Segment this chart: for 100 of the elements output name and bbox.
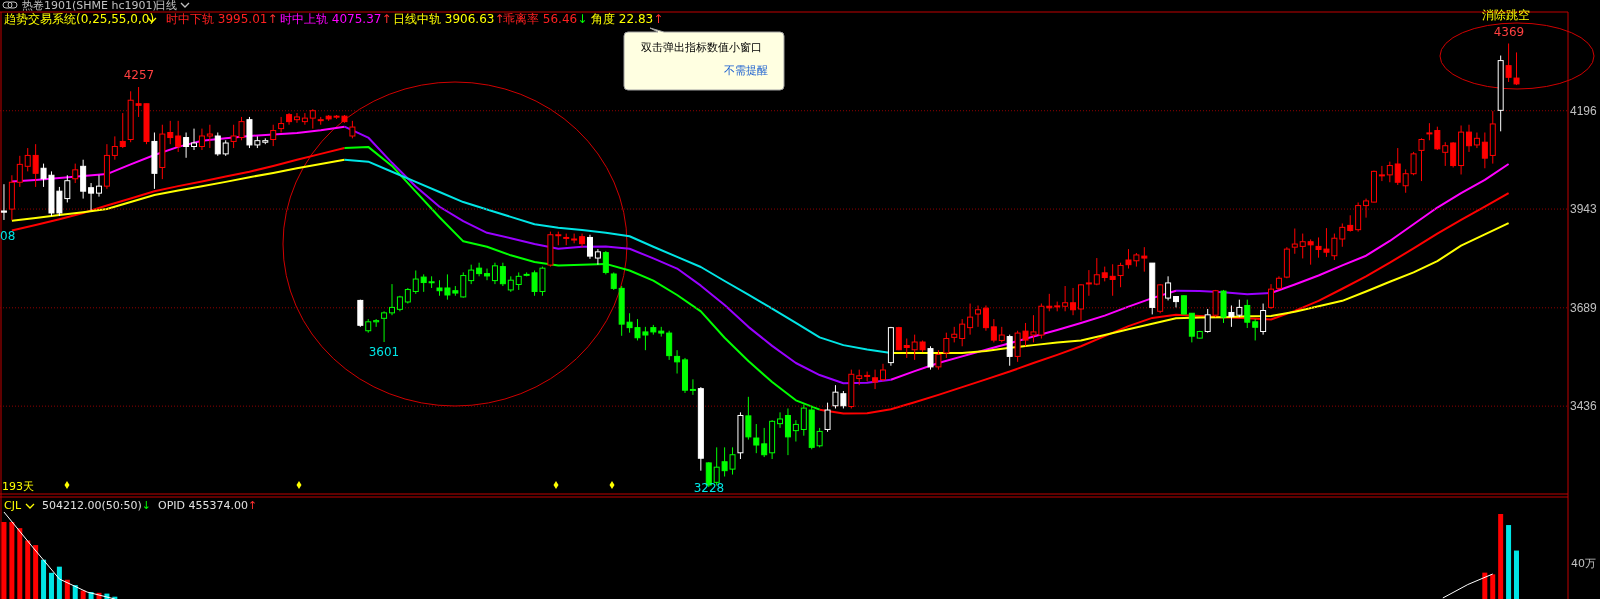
candlestick [499, 262, 506, 287]
candlestick [0, 183, 7, 221]
candlestick [959, 318, 966, 347]
candlestick [1188, 312, 1195, 343]
candlestick [278, 116, 285, 133]
bar [64, 579, 70, 599]
annotation: 不需提醒 [724, 64, 768, 77]
candlestick [381, 310, 388, 343]
candlestick [72, 163, 79, 184]
candlestick [270, 124, 277, 147]
candlestick [468, 264, 475, 285]
y-tick-label: 4196 [1570, 103, 1598, 118]
candlestick [167, 120, 174, 145]
bar [1490, 574, 1496, 599]
candlestick [1386, 161, 1393, 183]
candlestick [586, 234, 593, 260]
candlestick [761, 427, 768, 458]
candlestick [1291, 228, 1298, 255]
candlestick [792, 419, 799, 443]
candlestick [1378, 165, 1385, 182]
candlestick [1268, 283, 1275, 310]
candlestick [1252, 318, 1259, 341]
bar [1, 522, 7, 599]
candlestick [927, 345, 934, 371]
candlestick [777, 411, 784, 429]
candlestick [689, 378, 696, 396]
text: OPID 455374.00↑ [158, 499, 258, 512]
y-tick-label: 3436 [1570, 399, 1598, 414]
candlestick [784, 407, 791, 456]
candlestick [571, 233, 578, 244]
candlestick [293, 112, 300, 124]
candlestick [594, 248, 601, 266]
text: 40万 [1571, 557, 1596, 570]
candlestick [119, 112, 126, 149]
bar [1506, 525, 1512, 599]
candlestick [975, 304, 982, 328]
candlestick [1418, 137, 1425, 182]
candlestick [990, 318, 997, 343]
candlestick [1062, 285, 1069, 312]
bar [56, 566, 62, 599]
chart-title: 热卷1901(SHME hc1901) [22, 0, 157, 12]
bar [33, 545, 39, 599]
annotation: 趋势交易系统(0,25,55,0,0) [4, 12, 155, 26]
candlestick [491, 262, 498, 285]
bar [80, 590, 86, 599]
candlestick [1085, 269, 1092, 297]
candlestick [1093, 257, 1100, 286]
candlestick [476, 262, 483, 277]
candlestick [1180, 294, 1187, 315]
candlestick [16, 155, 23, 188]
candlestick [666, 330, 673, 361]
candlestick [1244, 299, 1251, 329]
bar [1513, 550, 1519, 599]
y-tick-label: 3689 [1570, 301, 1598, 316]
bar [25, 540, 31, 599]
annotation: 乖离率 56.46↓ [503, 12, 588, 26]
annotation: 双击弹出指标数值小窗口 [641, 41, 762, 54]
candlestick [935, 349, 942, 371]
candlestick [1070, 287, 1077, 316]
candlestick [943, 332, 950, 359]
candlestick [1481, 132, 1488, 169]
bar [17, 528, 23, 599]
candlestick [198, 128, 205, 151]
candlestick [1466, 124, 1473, 153]
candlestick [1117, 262, 1124, 288]
candlestick [111, 135, 118, 161]
candlestick [872, 369, 879, 390]
candlestick [1165, 275, 1172, 301]
candlestick [95, 174, 102, 198]
candlestick [484, 268, 491, 281]
candlestick [214, 132, 221, 157]
annotation: 3228 [693, 481, 725, 495]
annotation: CJL [4, 499, 22, 512]
annotation: 3601 [368, 345, 400, 359]
candlestick [1173, 296, 1179, 308]
bar [9, 522, 15, 599]
bar [1498, 514, 1504, 599]
candlestick [88, 182, 95, 211]
candlestick [1006, 334, 1013, 367]
candlestick [1363, 198, 1370, 219]
candlestick [674, 349, 681, 374]
annotation: 角度 22.83↑ [591, 12, 664, 26]
y-tick-label: 3943 [1570, 202, 1598, 217]
candlestick [1442, 141, 1449, 167]
candlestick [412, 269, 419, 295]
candlestick [903, 338, 910, 359]
candlestick [175, 120, 182, 153]
annotation: 4257 [123, 68, 155, 82]
candlestick [206, 124, 213, 149]
candlestick [967, 303, 974, 336]
candlestick [1450, 141, 1457, 168]
candlestick [824, 402, 831, 433]
bar [1482, 572, 1488, 599]
candlestick [301, 112, 308, 126]
annotation: 时中下轨 3995.01↑ [166, 12, 278, 26]
annotation: 504212.00(50:50)↓ [42, 499, 151, 512]
annotation: 消除跳空 [1482, 8, 1530, 22]
candlestick [389, 283, 395, 316]
candlestick [602, 250, 609, 275]
bar [72, 585, 78, 599]
